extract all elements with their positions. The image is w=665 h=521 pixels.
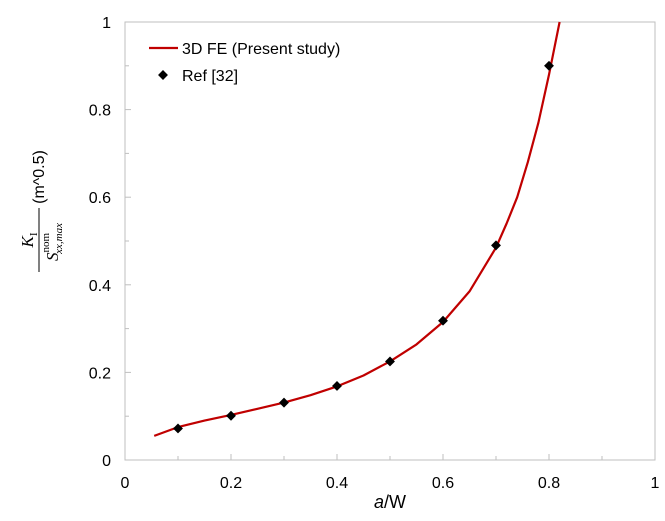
y-tick-label: 0 <box>102 453 111 470</box>
x-tick-label: 1 <box>651 475 660 492</box>
series-line-3d-fe <box>153 21 561 437</box>
legend-label-fe: 3D FE (Present study) <box>182 41 340 58</box>
y-title-denominator-sup: nom <box>40 232 52 252</box>
series-layer <box>153 21 561 437</box>
x-tick-label: 0.4 <box>326 475 348 492</box>
legend-diamond-swatch <box>158 70 168 80</box>
y-tick-label: 0.4 <box>89 278 111 295</box>
data-point-ref32 <box>173 423 183 434</box>
legend-label-ref: Ref [32] <box>182 68 238 85</box>
data-point-ref32 <box>226 410 236 421</box>
data-point-ref32 <box>279 397 289 408</box>
data-point-ref32 <box>491 240 501 251</box>
data-point-ref32 <box>385 356 395 367</box>
y-tick-label: 0.6 <box>89 190 111 207</box>
x-axis-title: a/W <box>374 492 406 512</box>
y-tick-label: 1 <box>102 15 111 32</box>
x-tick-label: 0.8 <box>538 475 560 492</box>
y-axis-title: KI Snomxx,max (m^0.5) <box>18 150 65 272</box>
x-axis-title-rest: /W <box>384 492 406 512</box>
y-title-denominator: S <box>43 252 62 261</box>
plot-frame <box>124 21 656 461</box>
svg-text:Snomxx,max: Snomxx,max <box>40 223 65 261</box>
x-tick-label: 0 <box>121 475 130 492</box>
x-tick-label: 0.2 <box>220 475 242 492</box>
y-tick-label: 0.2 <box>89 365 111 382</box>
data-point-ref32 <box>332 381 342 391</box>
legend: 3D FE (Present study) Ref [32] <box>149 41 340 85</box>
x-tick-label: 0.6 <box>432 475 454 492</box>
y-axis: 0 0.2 0.4 0.6 0.8 1 <box>89 15 131 470</box>
svg-text:KI: KI <box>18 232 40 248</box>
data-point-ref32 <box>544 60 554 71</box>
y-tick-label: 0.8 <box>89 103 111 120</box>
x-axis: 0 0.2 0.4 0.6 0.8 1 <box>121 454 660 492</box>
x-axis-title-italic: a <box>374 492 384 512</box>
data-point-ref32 <box>438 315 448 326</box>
y-title-numerator: K <box>18 235 37 249</box>
y-title-unit: (m^0.5) <box>31 150 48 204</box>
y-title-denominator-sub: xx,max <box>53 223 65 255</box>
y-title-numerator-sub: I <box>28 232 40 236</box>
